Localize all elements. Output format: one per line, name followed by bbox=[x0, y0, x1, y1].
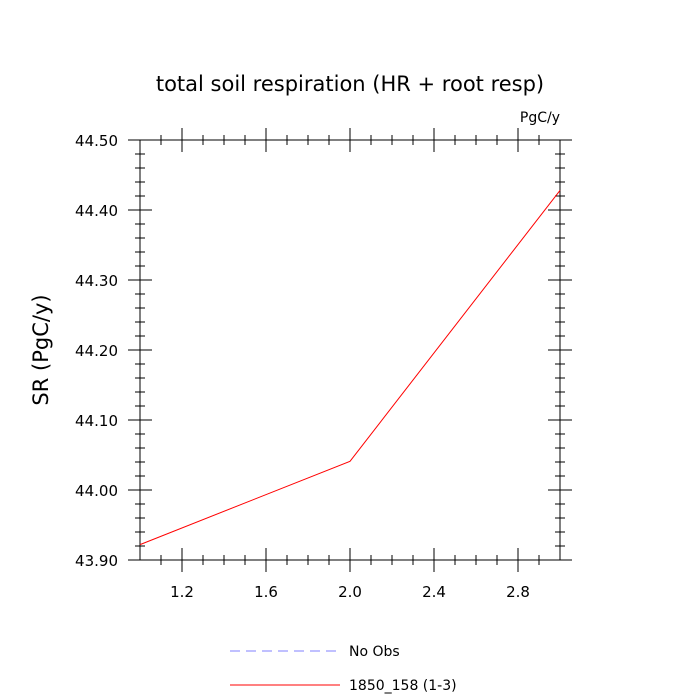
series-line bbox=[139, 190, 561, 546]
x-tick-label: 2.0 bbox=[338, 583, 362, 601]
chart-title: total soil respiration (HR + root resp) bbox=[156, 72, 544, 96]
ticks-layer bbox=[128, 128, 572, 572]
legend-label: No Obs bbox=[349, 644, 400, 660]
y-tick-label: 44.30 bbox=[75, 272, 118, 290]
x-tick-label: 2.8 bbox=[506, 583, 530, 601]
tick-labels-layer: 1.2 1.6 2.0 2.4 2.8 43.90 44.00 44.10 44.20 44.30… bbox=[75, 132, 530, 601]
series-layer bbox=[139, 190, 561, 546]
x-tick-label: 1.6 bbox=[254, 583, 278, 601]
plot-frame bbox=[139, 139, 561, 561]
x-tick-label: 2.4 bbox=[422, 583, 446, 601]
legend-label: 1850_158 (1-3) bbox=[349, 678, 457, 694]
legend: No Obs 1850_158 (1-3) bbox=[230, 644, 457, 694]
y-tick-label: 44.20 bbox=[75, 342, 118, 360]
y-tick-label: 44.00 bbox=[75, 482, 118, 500]
y-axis-label: SR (PgC/y) bbox=[29, 294, 53, 405]
x-tick-label: 1.2 bbox=[170, 583, 194, 601]
y-tick-label: 43.90 bbox=[75, 552, 118, 570]
y-tick-label: 44.10 bbox=[75, 412, 118, 430]
y-tick-label: 44.40 bbox=[75, 202, 118, 220]
units-label: PgC/y bbox=[520, 110, 560, 126]
y-tick-label: 44.50 bbox=[75, 132, 118, 150]
